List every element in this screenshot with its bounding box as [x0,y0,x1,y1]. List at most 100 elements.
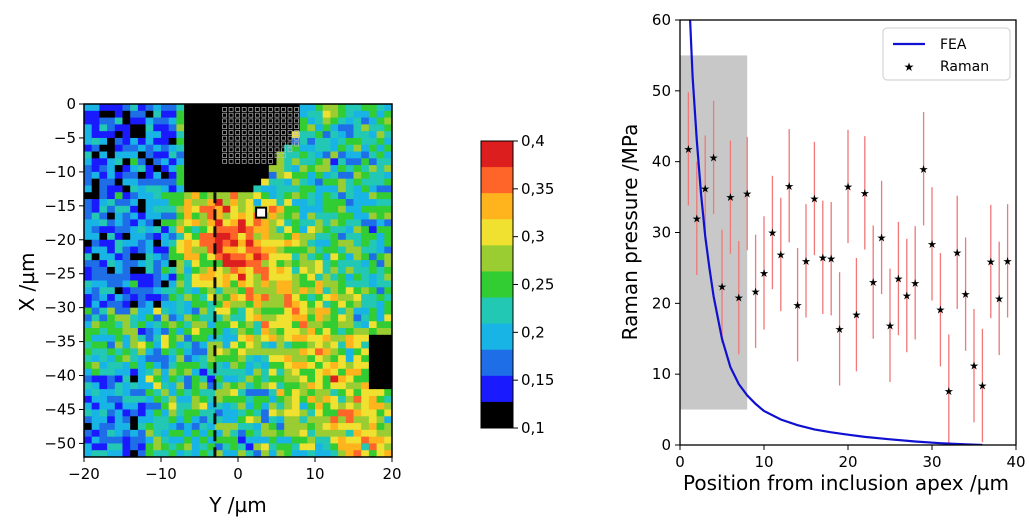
heatmap-cell [114,205,124,214]
heatmap-cell [214,436,224,445]
heatmap-cell [291,226,301,234]
heatmap-cell [184,361,193,370]
heatmap-cell [376,429,385,438]
heatmap-cell [238,171,247,180]
heatmap-cell [161,395,170,404]
heatmap-cell [384,416,392,424]
heatmap-cell [245,165,254,173]
heatmap-cell [184,334,193,343]
heatmap-cell [245,158,254,166]
heatmap-cell [91,199,100,207]
heatmap-cell [137,117,147,125]
heatmap-cell [130,239,139,248]
heatmap-cell [214,321,224,329]
heatmap-cell [368,266,378,275]
heatmap-cell [145,171,154,180]
heatmap-cell [214,382,224,390]
heatmap-cell [291,436,301,445]
heatmap-cell [307,239,316,248]
heatmap-cell [137,361,147,370]
heatmap-cell [299,294,308,302]
heatmap-cell [114,443,124,451]
heatmap-cell [161,137,170,146]
heatmap-cell [322,239,331,248]
heatmap-cell [122,287,131,295]
heatmap-cell [161,368,170,377]
heatmap-cell [368,117,378,125]
heatmap-cell [299,389,308,397]
colorbar-tick-label: 0,25 [521,276,554,294]
heatmap-cell [207,300,216,309]
heatmap-cell [222,212,231,221]
heatmap-y-tick-label: −50 [44,434,76,452]
heatmap-cell [376,253,385,261]
heatmap-cell [299,334,308,343]
heatmap-cell [291,307,301,316]
heatmap-cell [230,402,239,411]
heatmap-cell [307,361,316,370]
heatmap-cell [99,382,108,390]
heatmap-cell [299,436,308,445]
heatmap-cell [84,423,93,431]
heatmap-cell [130,131,139,139]
heatmap-cell [253,266,262,275]
heatmap-cell [153,436,162,445]
heatmap-cell [361,178,370,187]
heatmap-cell [161,131,170,139]
heatmap-cell [345,110,355,119]
heatmap-cell [330,260,339,268]
heatmap-cell [376,171,385,180]
heatmap-cell [345,185,355,193]
heatmap-cell [322,334,331,343]
heatmap-cell [214,273,224,282]
heatmap-cell [91,260,100,268]
heatmap-cell [122,348,131,356]
heatmap-cell [299,246,308,254]
heatmap-cell [107,273,116,282]
heatmap-y-label: X /µm [15,252,39,311]
inclusion-grid-marker [261,112,267,118]
colorbar-band [481,141,513,168]
heatmap-cell [207,185,216,193]
heatmap-cell [261,253,270,261]
heatmap-cell [191,185,201,193]
heatmap-y-tick-label: −25 [44,265,76,283]
heatmap-cell [376,260,385,268]
heatmap-cell [230,307,239,316]
heatmap-cell [376,144,385,153]
heatmap-cell [222,287,231,295]
heatmap-cell [245,389,254,397]
heatmap-cell [99,409,108,417]
raman-star-marker: ★ [969,360,979,373]
heatmap-cell [191,205,201,214]
heatmap-cell [230,429,239,438]
heatmap-cell [291,205,301,214]
heatmap-cell [184,171,193,180]
inclusion-grid-marker [248,107,254,112]
heatmap-cell [99,341,108,349]
heatmap-cell [322,171,331,180]
inclusion-grid-marker [274,124,280,130]
heatmap-cell [207,443,216,451]
inclusion-grid-marker [274,130,280,135]
heatmap-cell [122,423,131,431]
heatmap-cell [299,273,308,282]
heatmap-cell [345,287,355,295]
heatmap-cell [168,416,177,424]
heatmap-cell [330,416,339,424]
heatmap-cell [261,368,270,377]
raman-point: ★ [692,161,702,275]
heatmap-cell [338,355,347,363]
heatmap-cell [330,368,339,377]
heatmap-cell [338,375,347,383]
inclusion-grid-marker [294,107,299,112]
heatmap-cell [114,266,124,275]
heatmap-cell [368,314,378,322]
heatmap-cell [315,104,324,112]
heatmap-cell [114,361,124,370]
heatmap-cell [122,104,131,112]
heatmap-cell [114,104,124,112]
heatmap-cell [315,355,324,363]
heatmap-cell [130,375,139,383]
inclusion-grid-marker [294,112,299,118]
